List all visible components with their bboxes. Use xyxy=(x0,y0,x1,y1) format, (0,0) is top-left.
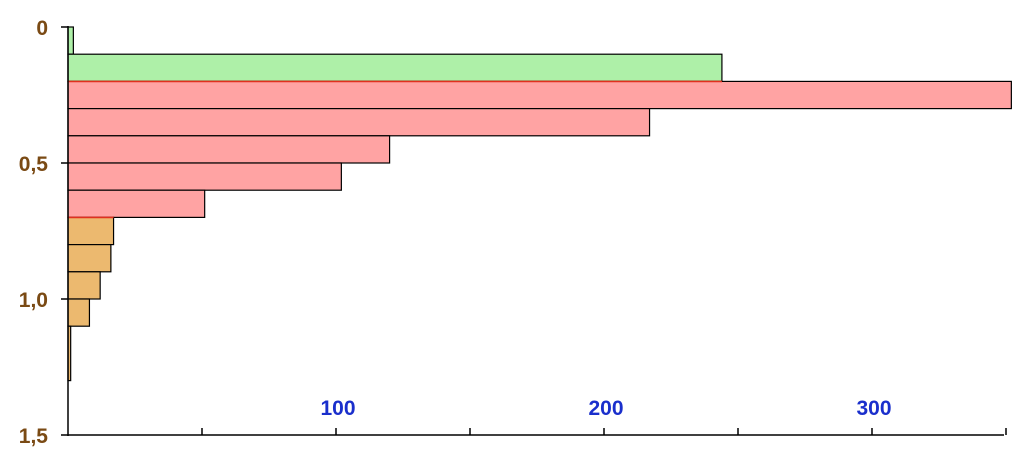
bar-series1-step3 xyxy=(67,162,342,191)
bar-series1-step1 xyxy=(67,107,651,137)
boundary-lines xyxy=(68,80,722,219)
bar-series2-step0 xyxy=(67,216,115,246)
tick-labels: 0 0,5 1,0 1,5 100 200 300 xyxy=(19,17,892,448)
y-tick-label-1: 0,5 xyxy=(19,153,49,176)
bar-series0-step0 xyxy=(67,26,74,55)
bars-layer xyxy=(67,26,1012,382)
bar-series1-step4 xyxy=(67,189,206,218)
x-tick-label-3: 200 xyxy=(588,397,623,420)
ticks xyxy=(61,26,1007,436)
bar-series1-step0 xyxy=(67,80,1012,110)
bar-series2-step3 xyxy=(67,298,91,327)
x-tick-label-5: 300 xyxy=(856,397,891,420)
y-tick-label-0: 0 xyxy=(36,17,48,40)
axes xyxy=(67,26,1004,436)
y-tick-label-2: 1,0 xyxy=(19,289,48,312)
bar-series2-step1 xyxy=(67,244,112,273)
bar-series1-step2 xyxy=(67,135,391,164)
bar-series0-step1 xyxy=(67,53,723,83)
y-tick-label-3: 1,5 xyxy=(19,425,49,448)
bar-series2-step2 xyxy=(67,271,101,300)
x-tick-label-1: 100 xyxy=(320,397,355,420)
